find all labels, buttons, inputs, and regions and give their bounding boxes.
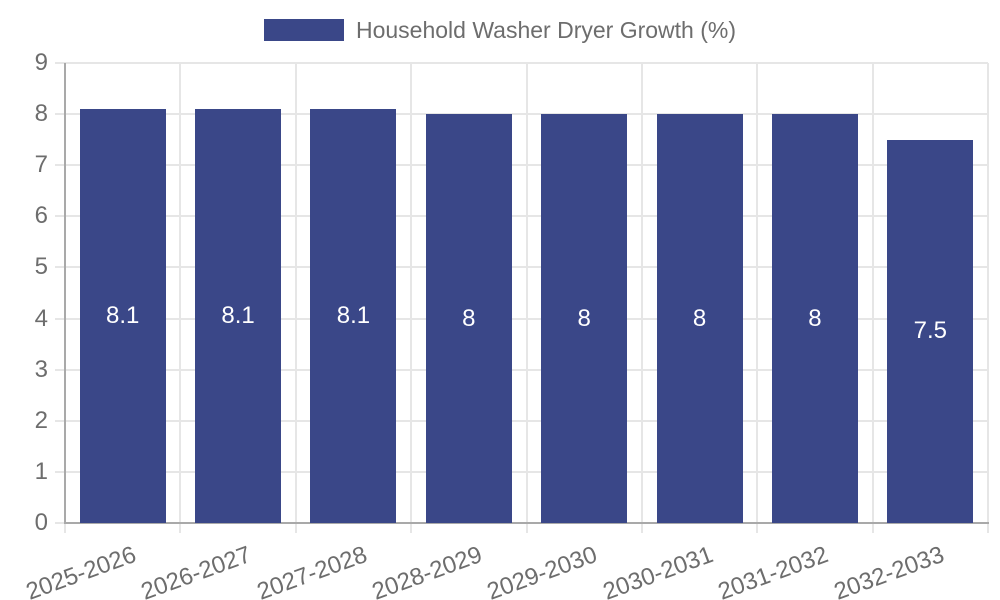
x-gridline xyxy=(871,63,874,523)
y-tick-label: 5 xyxy=(34,253,48,281)
bar-value-label: 8.1 xyxy=(106,302,140,329)
x-tick-mark xyxy=(179,523,182,533)
x-gridline xyxy=(179,63,182,523)
x-gridline xyxy=(525,63,528,523)
x-tick-mark xyxy=(871,523,874,533)
legend-swatch xyxy=(263,19,344,41)
bar-value-label: 8 xyxy=(462,304,476,332)
y-tick-label: 1 xyxy=(34,457,48,485)
y-tick-label: 4 xyxy=(34,304,48,332)
legend-item[interactable]: Household Washer Dryer Growth (%) xyxy=(263,16,737,44)
legend: Household Washer Dryer Growth (%) xyxy=(0,16,1000,44)
bar: 8 xyxy=(656,114,743,523)
x-tick-mark xyxy=(987,523,989,533)
x-gridline xyxy=(987,63,989,523)
bar-value-label: 8 xyxy=(577,304,591,332)
bar: 8.1 xyxy=(79,109,166,523)
x-tick-label: 2030-2031 xyxy=(599,541,717,600)
y-axis-line xyxy=(64,63,66,523)
x-axis-line xyxy=(64,522,989,524)
bar-value-label: 8 xyxy=(808,304,822,332)
bar: 8 xyxy=(771,114,858,523)
x-tick-mark xyxy=(640,523,643,533)
y-tick-mark xyxy=(55,368,65,371)
x-tick-label: 2031-2032 xyxy=(714,541,832,600)
y-tick-label: 9 xyxy=(34,49,48,76)
y-tick-mark xyxy=(55,522,65,524)
bar-value-label: 8.1 xyxy=(221,302,255,329)
x-tick-mark xyxy=(294,523,297,533)
y-tick-label: 0 xyxy=(34,509,48,536)
x-tick-label: 2032-2033 xyxy=(830,541,948,600)
y-tick-label: 6 xyxy=(34,202,48,230)
bar: 8 xyxy=(541,114,628,523)
y-tick-mark xyxy=(55,215,65,218)
x-tick-label: 2027-2028 xyxy=(253,541,371,600)
x-tick-label: 2028-2029 xyxy=(368,541,486,600)
x-gridline xyxy=(294,63,297,523)
y-tick-mark xyxy=(55,419,65,422)
bar-value-label: 8 xyxy=(692,304,707,332)
bar: 8.1 xyxy=(310,109,397,523)
legend-label: Household Washer Dryer Growth (%) xyxy=(355,17,737,43)
bar: 7.5 xyxy=(887,139,974,523)
bar-value-label: 7.5 xyxy=(913,317,947,345)
y-tick-mark xyxy=(55,164,65,167)
x-tick-mark xyxy=(525,523,528,533)
y-tick-mark xyxy=(55,317,65,320)
x-gridline xyxy=(756,63,759,523)
x-gridline xyxy=(410,63,413,523)
y-tick-mark xyxy=(55,266,65,269)
bar: 8 xyxy=(425,114,512,523)
y-tick-mark xyxy=(55,470,65,473)
x-tick-mark xyxy=(64,523,66,533)
x-tick-mark xyxy=(756,523,759,533)
bar: 8.1 xyxy=(195,109,282,523)
y-tick-label: 8 xyxy=(34,100,48,128)
x-tick-label: 2029-2030 xyxy=(483,541,602,600)
y-tick-mark xyxy=(55,62,65,64)
y-tick-label: 3 xyxy=(34,355,48,383)
y-tick-label: 2 xyxy=(34,406,48,434)
y-tick-label: 7 xyxy=(34,151,48,179)
x-tick-label: 2026-2027 xyxy=(137,541,255,600)
bar-value-label: 8.1 xyxy=(336,302,371,329)
x-gridline xyxy=(640,63,643,523)
y-tick-mark xyxy=(55,113,65,116)
x-tick-label: 2025-2026 xyxy=(22,541,140,600)
x-tick-mark xyxy=(410,523,413,533)
